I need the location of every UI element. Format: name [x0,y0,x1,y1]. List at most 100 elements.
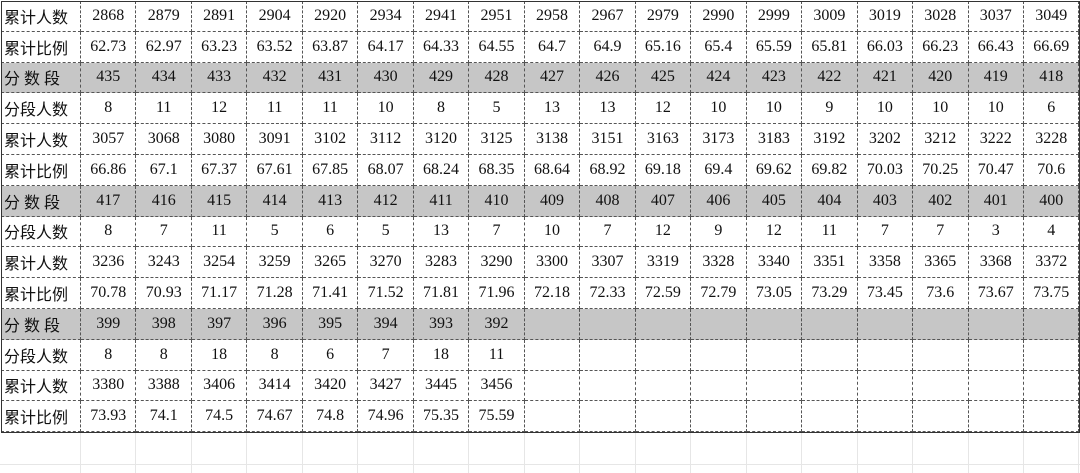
cell: 65.16 [635,31,692,63]
cell: 3236 [81,247,137,279]
cell: 402 [913,185,969,217]
cell: 3283 [413,247,470,279]
cell: 3068 [136,124,192,155]
sheet-gridline [412,433,414,473]
cell: 398 [136,309,192,340]
cell: 69.4 [691,155,747,186]
row-label: 累计比例 [1,401,81,433]
cell: 8 [247,339,303,371]
row-label: 分段人数 [1,339,81,371]
empty-cell [746,339,803,371]
cell: 3358 [857,247,914,279]
cell: 5 [247,216,303,248]
row-label: 累计人数 [1,247,81,279]
empty-cell [968,401,1024,433]
cell: 71.41 [302,278,359,309]
cell: 416 [136,185,192,217]
cell: 71.96 [469,278,525,309]
cell: 397 [191,309,248,340]
cell: 72.33 [580,278,636,309]
cell: 3365 [913,247,969,279]
cell: 3037 [968,1,1024,32]
cell: 6 [1023,93,1080,125]
cell: 3028 [913,1,969,32]
cell: 3057 [81,124,137,155]
cell: 75.59 [469,401,525,433]
row-label: 累计人数 [1,1,81,32]
cell: 417 [81,185,137,217]
cell: 7 [857,216,914,248]
cell: 74.5 [191,401,248,433]
cell: 12 [635,216,692,248]
cell: 13 [524,93,581,125]
cell: 70.25 [913,155,969,186]
sheet-gridline [80,433,81,473]
cell: 3019 [857,1,914,32]
cell: 401 [968,185,1024,217]
row-label: 分 数 段 [1,62,81,94]
cell: 3340 [746,247,803,279]
cell: 3049 [1023,1,1080,32]
empty-cell [1023,370,1080,402]
cell: 419 [968,62,1024,94]
row-label: 累计比例 [1,155,81,186]
cell: 68.92 [580,155,636,186]
empty-cell [968,339,1024,371]
cell: 69.62 [746,155,803,186]
cell: 10 [913,93,969,125]
cell: 395 [302,309,359,340]
cell: 74.96 [358,401,414,433]
cell: 11 [302,93,359,125]
cell: 3427 [358,370,414,402]
empty-cell [857,339,914,371]
cell: 408 [580,185,636,217]
row-label: 累计人数 [1,370,81,402]
cell: 3202 [857,124,914,155]
cell: 75.35 [413,401,470,433]
cell: 64.55 [469,31,525,63]
cell: 2967 [580,1,636,32]
cell: 3380 [81,370,137,402]
cell: 65.81 [802,31,858,63]
cell: 2934 [358,1,414,32]
cell: 3125 [469,124,525,155]
cell: 3009 [802,1,858,32]
empty-cell [580,339,636,371]
cell: 2904 [247,1,303,32]
cell: 68.64 [524,155,581,186]
cell: 3265 [302,247,359,279]
cell: 3351 [802,247,858,279]
cell: 12 [635,93,692,125]
cell: 3080 [191,124,248,155]
cell: 11 [247,93,303,125]
empty-cell [524,309,581,340]
cell: 13 [413,216,470,248]
cell: 3300 [524,247,581,279]
sheet-gridline [801,433,803,473]
sheet-gridline [745,433,747,473]
cell: 71.17 [191,278,248,309]
empty-cell [580,309,636,340]
cell: 3102 [302,124,359,155]
sheet-gridline [856,433,858,473]
cell: 2990 [691,1,747,32]
empty-cell [580,401,636,433]
cell: 3372 [1023,247,1080,279]
cell: 72.79 [691,278,747,309]
cell: 73.29 [802,278,858,309]
cell: 63.23 [191,31,248,63]
row-label: 分 数 段 [1,309,81,340]
row-label: 分段人数 [1,93,81,125]
cell: 63.87 [302,31,359,63]
cell: 3254 [191,247,248,279]
cell: 3091 [247,124,303,155]
sheet-gridline [190,433,192,473]
empty-cell [524,339,581,371]
cell: 434 [136,62,192,94]
cell: 432 [247,62,303,94]
cell: 2891 [191,1,248,32]
cell: 425 [635,62,692,94]
empty-cell [857,370,914,402]
cell: 426 [580,62,636,94]
